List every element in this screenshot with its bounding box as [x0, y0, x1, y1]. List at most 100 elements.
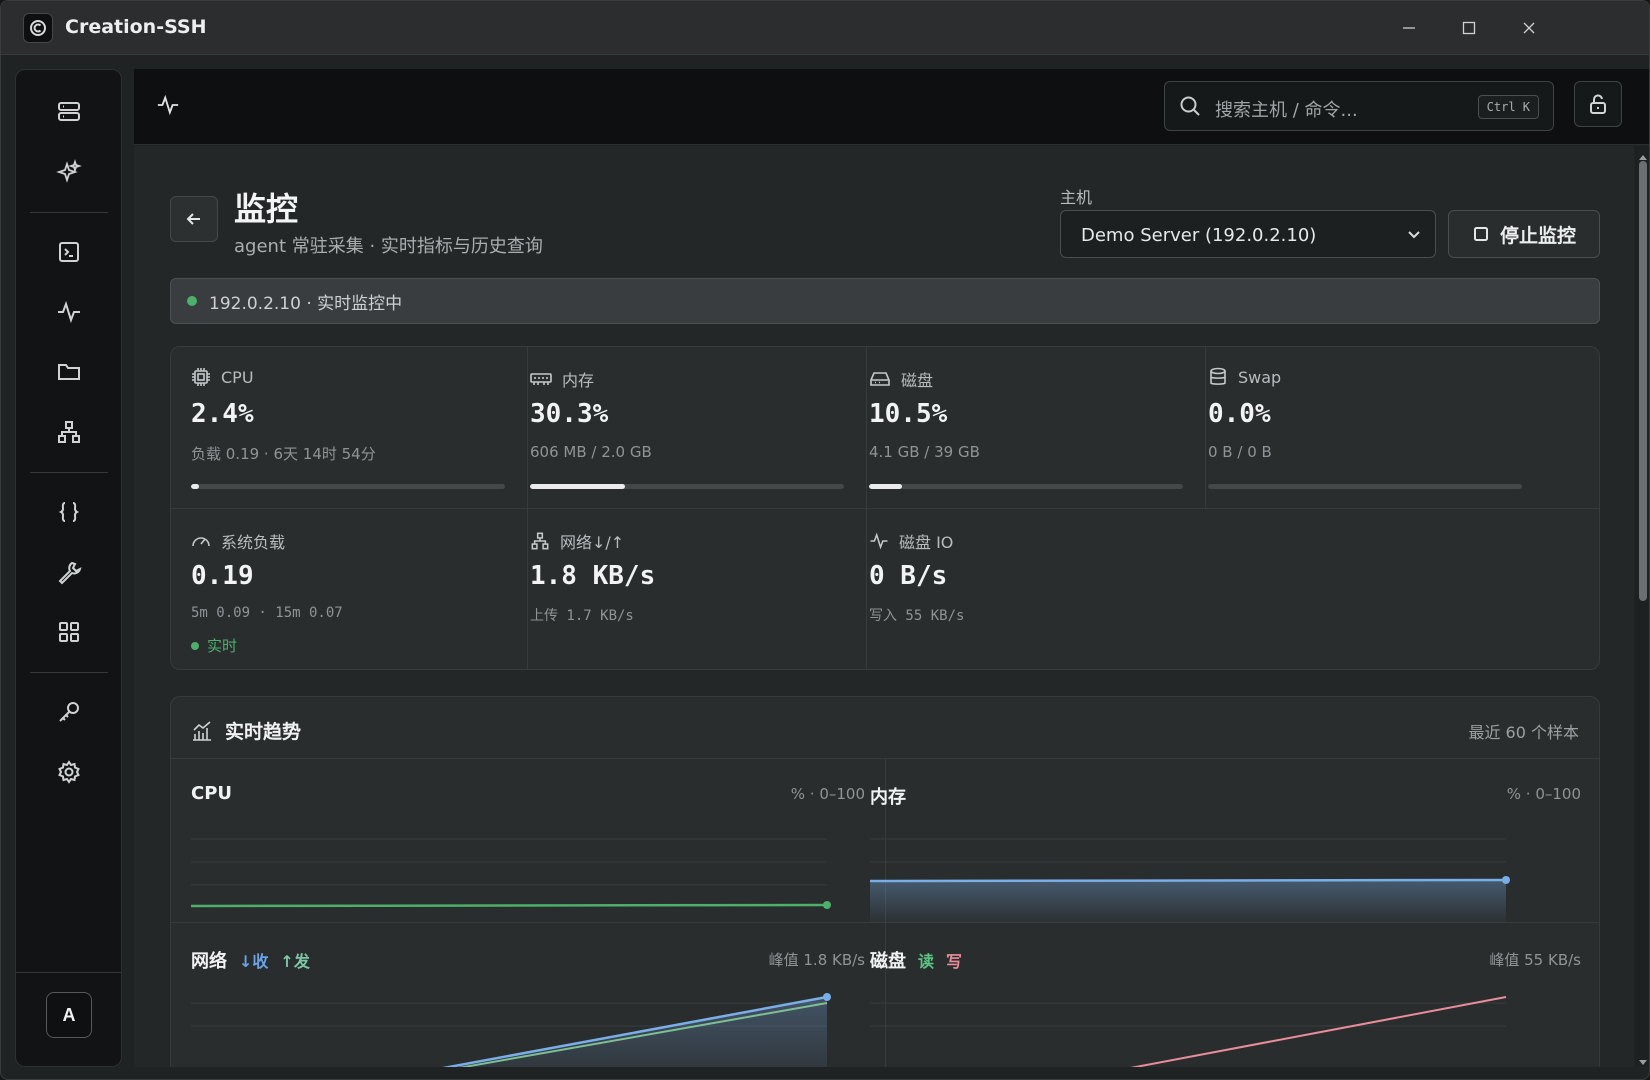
settings-icon[interactable]: [40, 748, 98, 796]
braces-icon[interactable]: [40, 488, 98, 536]
trend-chart-icon: [193, 720, 211, 741]
terminal-icon[interactable]: [40, 228, 98, 276]
host-select-value: Demo Server (192.0.2.10): [1081, 225, 1317, 246]
usage-bar: [191, 484, 505, 489]
network-trend-point: [823, 993, 831, 1001]
title-bar: Creation-SSH: [1, 1, 1649, 55]
metric-value: 0.19: [191, 561, 254, 591]
host-select[interactable]: Demo Server (192.0.2.10): [1060, 210, 1436, 258]
panel-peak: 峰值 1.8 KB/s: [768, 951, 865, 969]
metric-value: 2.4%: [191, 399, 254, 429]
live-label: 实时: [207, 637, 238, 655]
cpu-chip-icon: [192, 368, 210, 386]
usage-bar: [1208, 484, 1522, 489]
stop-square-icon: [1473, 227, 1488, 241]
memory-trend-line: [870, 878, 1507, 883]
sidebar-footer: [16, 972, 121, 1066]
metric-sub: 上传 1.7 KB/s: [530, 608, 634, 624]
metric-value: 0 B/s: [869, 561, 948, 591]
servers-icon[interactable]: [40, 88, 98, 136]
metric-value: 10.5%: [869, 399, 948, 429]
network-send-line: [458, 1002, 828, 1067]
trends-card: 实时趋势 最近 60 个样本 CPU % · 0–100 内存 % · 0–10…: [170, 696, 1600, 1067]
search-input[interactable]: 搜索主机 / 命令... Ctrl K: [1164, 81, 1554, 131]
status-dot: [187, 296, 197, 306]
activity-icon: [870, 532, 888, 550]
page-title: 监控: [234, 190, 299, 228]
key-icon[interactable]: [40, 688, 98, 736]
usage-bar: [530, 484, 844, 489]
trend-panel-disk: 磁盘读写 峰值 55 KB/s: [850, 923, 1599, 1067]
network-icon[interactable]: [40, 408, 98, 456]
cpu-trend-point: [823, 901, 831, 909]
close-icon[interactable]: [1509, 11, 1549, 45]
panel-range: % · 0–100: [1506, 785, 1581, 803]
metric-label: CPU: [221, 367, 254, 387]
page-subtitle: agent 常驻采集 · 实时指标与历史查询: [234, 236, 543, 257]
metric-label: 网络↓/↑: [560, 533, 625, 552]
app-title: Creation-SSH: [65, 16, 207, 38]
usage-bar: [869, 484, 1183, 489]
metric-label: 内存: [562, 371, 595, 390]
metric-load: 系统负载 0.19 5m 0.09 · 15m 0.07 实时: [171, 509, 528, 669]
trend-panel-network: 网络 ↓收 ↑发 峰值 1.8 KB/s: [171, 923, 886, 1067]
metric-value: 30.3%: [530, 399, 609, 429]
metric-value: 1.8 KB/s: [530, 561, 656, 591]
chevron-down-icon: [1405, 225, 1423, 248]
database-icon: [1210, 367, 1226, 385]
stop-monitor-button[interactable]: 停止监控: [1448, 210, 1600, 258]
folder-icon[interactable]: [40, 348, 98, 396]
metric-sub: 写入 55 KB/s: [869, 608, 965, 624]
scrollbar-thumb[interactable]: [1639, 161, 1647, 601]
metric-disk-io: 磁盘 IO 0 B/s 写入 55 KB/s: [849, 509, 1599, 669]
unlock-button[interactable]: [1574, 81, 1622, 127]
network-icon: [531, 532, 549, 550]
sparkles-icon[interactable]: [40, 148, 98, 196]
activity-icon: [156, 93, 180, 121]
sidebar-divider: [30, 212, 108, 213]
scroll-up-icon[interactable]: [1637, 147, 1649, 166]
memory-trend-point: [1502, 876, 1510, 884]
memory-trend-plot: [870, 838, 1510, 923]
network-trend-plot: [191, 993, 831, 1067]
legend-receive: ↓收: [239, 952, 269, 971]
panel-title: CPU: [191, 783, 233, 804]
metric-label: 系统负载: [221, 533, 286, 552]
disk-write-line: [1130, 996, 1507, 1067]
wrench-icon[interactable]: [40, 548, 98, 596]
metric-disk: 磁盘 10.5% 4.1 GB / 39 GB: [849, 347, 1206, 509]
metric-swap: Swap 0.0% 0 B / 0 B: [1188, 347, 1599, 509]
avatar[interactable]: A: [46, 992, 92, 1038]
legend-write: 写: [946, 952, 963, 971]
host-label: 主机: [1060, 188, 1093, 207]
metrics-grid: CPU 2.4% 负载 0.19 · 6天 14时 54分 内存 30.3% 6…: [170, 346, 1600, 670]
search-icon: [1179, 95, 1201, 121]
usage-bar-fill: [869, 484, 902, 489]
app-logo-icon: [23, 13, 53, 43]
minimize-icon[interactable]: [1389, 11, 1429, 45]
trends-sample-note: 最近 60 个样本: [1468, 723, 1579, 742]
metric-value: 0.0%: [1208, 399, 1271, 429]
arrow-left-icon: [186, 213, 200, 225]
main-content: 监控 agent 常驻采集 · 实时指标与历史查询 主机 Demo Server…: [134, 146, 1634, 1067]
activity-icon[interactable]: [40, 288, 98, 336]
scroll-down-icon[interactable]: [1637, 1053, 1649, 1072]
trend-panel-cpu: CPU % · 0–100: [171, 759, 886, 923]
unlock-icon: [1590, 94, 1606, 114]
sidebar-divider: [30, 672, 108, 673]
search-placeholder: 搜索主机 / 命令...: [1215, 100, 1358, 121]
grid-icon[interactable]: [40, 608, 98, 656]
metric-memory: 内存 30.3% 606 MB / 2.0 GB: [510, 347, 867, 509]
usage-bar-fill: [191, 484, 199, 489]
metric-network: 网络↓/↑ 1.8 KB/s 上传 1.7 KB/s: [510, 509, 867, 669]
back-button[interactable]: [170, 196, 218, 242]
legend-send: ↑发: [280, 952, 310, 971]
metric-label: 磁盘: [901, 371, 934, 390]
panel-range: % · 0–100: [790, 785, 865, 803]
metric-sub: 606 MB / 2.0 GB: [530, 443, 652, 461]
panel-title: 网络: [191, 951, 227, 972]
metric-label: Swap: [1238, 367, 1282, 387]
legend-read: 读: [918, 952, 935, 971]
maximize-icon[interactable]: [1449, 11, 1489, 45]
top-header: 搜索主机 / 命令... Ctrl K: [134, 69, 1649, 145]
